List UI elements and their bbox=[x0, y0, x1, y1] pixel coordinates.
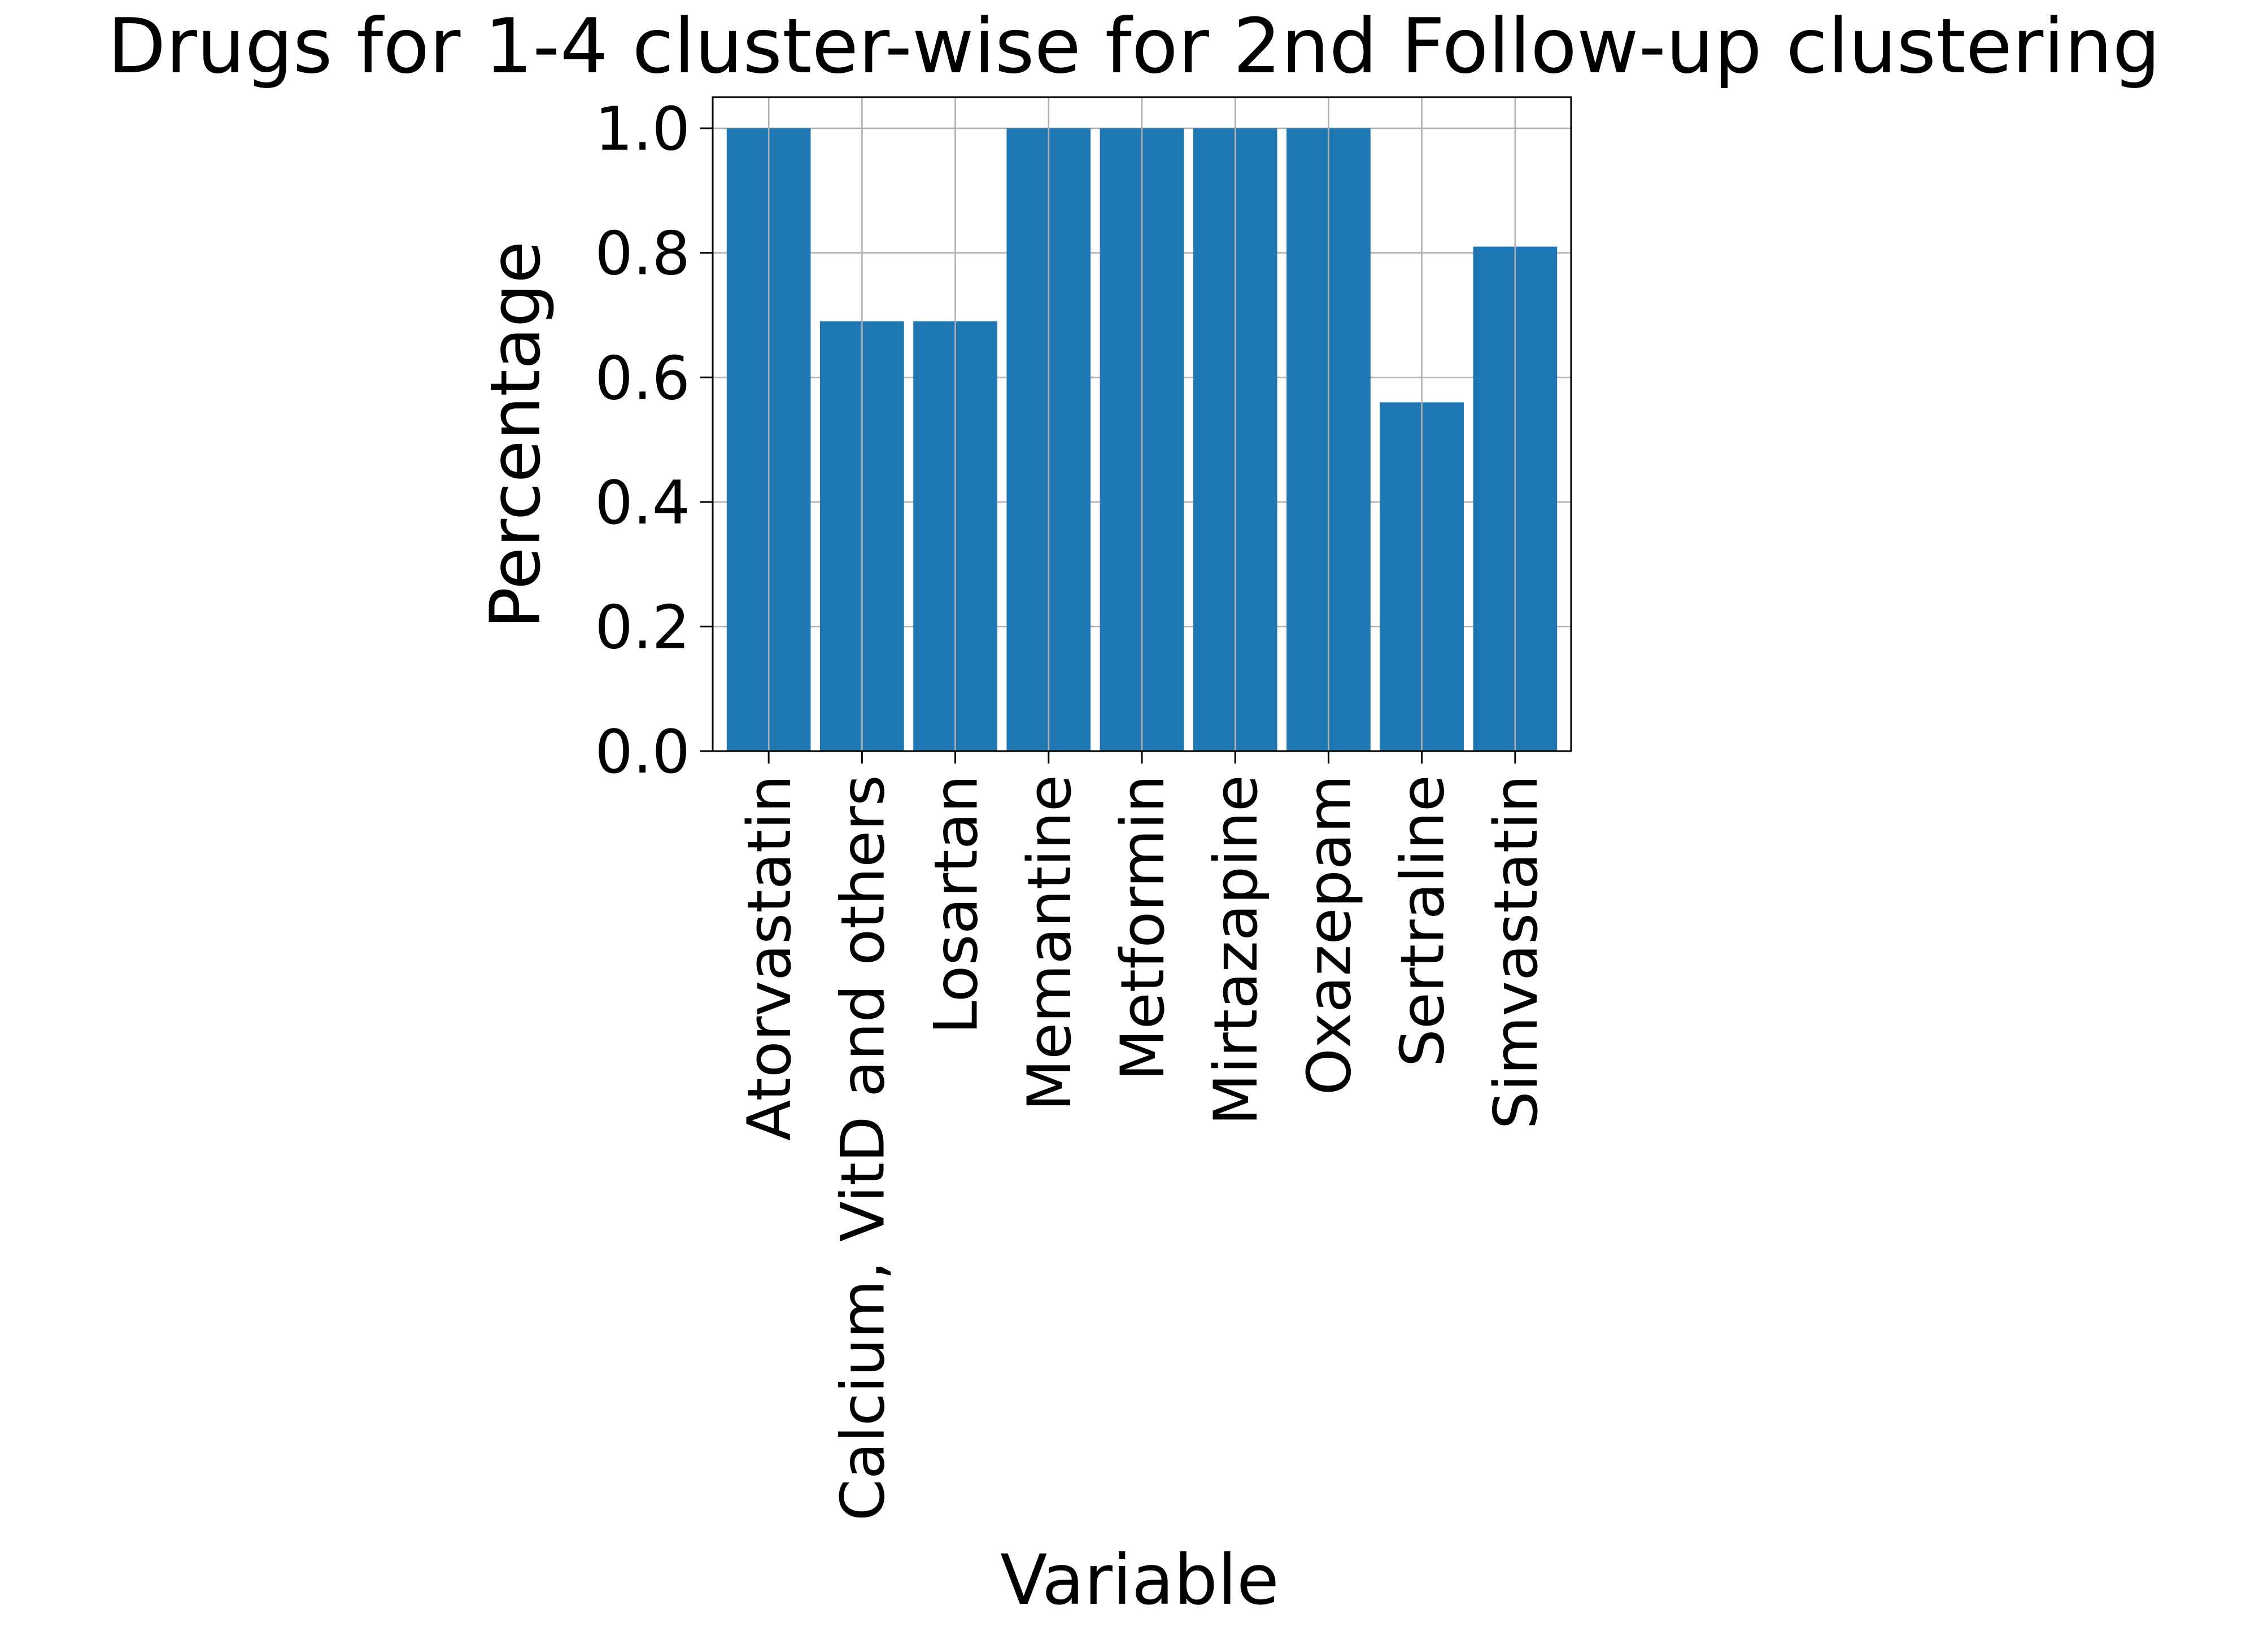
x-axis: Atorvastatin Calcium, VitD and others Losa… bbox=[735, 751, 1551, 1521]
x-tick-label: Simvastatin bbox=[1481, 775, 1551, 1129]
y-tick-label: 0.4 bbox=[595, 468, 690, 538]
x-tick-label: Losartan bbox=[922, 775, 991, 1035]
y-tick-label: 0.0 bbox=[595, 717, 690, 787]
y-axis: 0.0 0.2 0.4 0.6 0.8 1.0 bbox=[595, 94, 713, 787]
y-tick-label: 0.8 bbox=[595, 219, 690, 289]
y-tick-label: 0.2 bbox=[595, 592, 690, 662]
x-tick-label: Oxazepam bbox=[1294, 775, 1364, 1095]
x-axis-label: Variable bbox=[1000, 1540, 1279, 1620]
x-grid-lines bbox=[767, 97, 1516, 751]
y-tick-label: 0.6 bbox=[595, 343, 690, 413]
chart-title: Drugs for 1-4 cluster-wise for 2nd Follo… bbox=[107, 2, 2160, 90]
x-tick-label: Memantine bbox=[1015, 775, 1084, 1111]
y-tick-label: 1.0 bbox=[595, 94, 690, 164]
y-axis-label: Percentage bbox=[476, 241, 556, 629]
x-tick-label: Metformin bbox=[1108, 775, 1177, 1081]
x-tick-label: Calcium, VitD and others bbox=[828, 775, 897, 1521]
x-tick-label: Mirtazapine bbox=[1201, 775, 1271, 1126]
x-tick-label: Atorvastatin bbox=[735, 775, 804, 1141]
x-tick-label: Sertraline bbox=[1388, 775, 1458, 1067]
